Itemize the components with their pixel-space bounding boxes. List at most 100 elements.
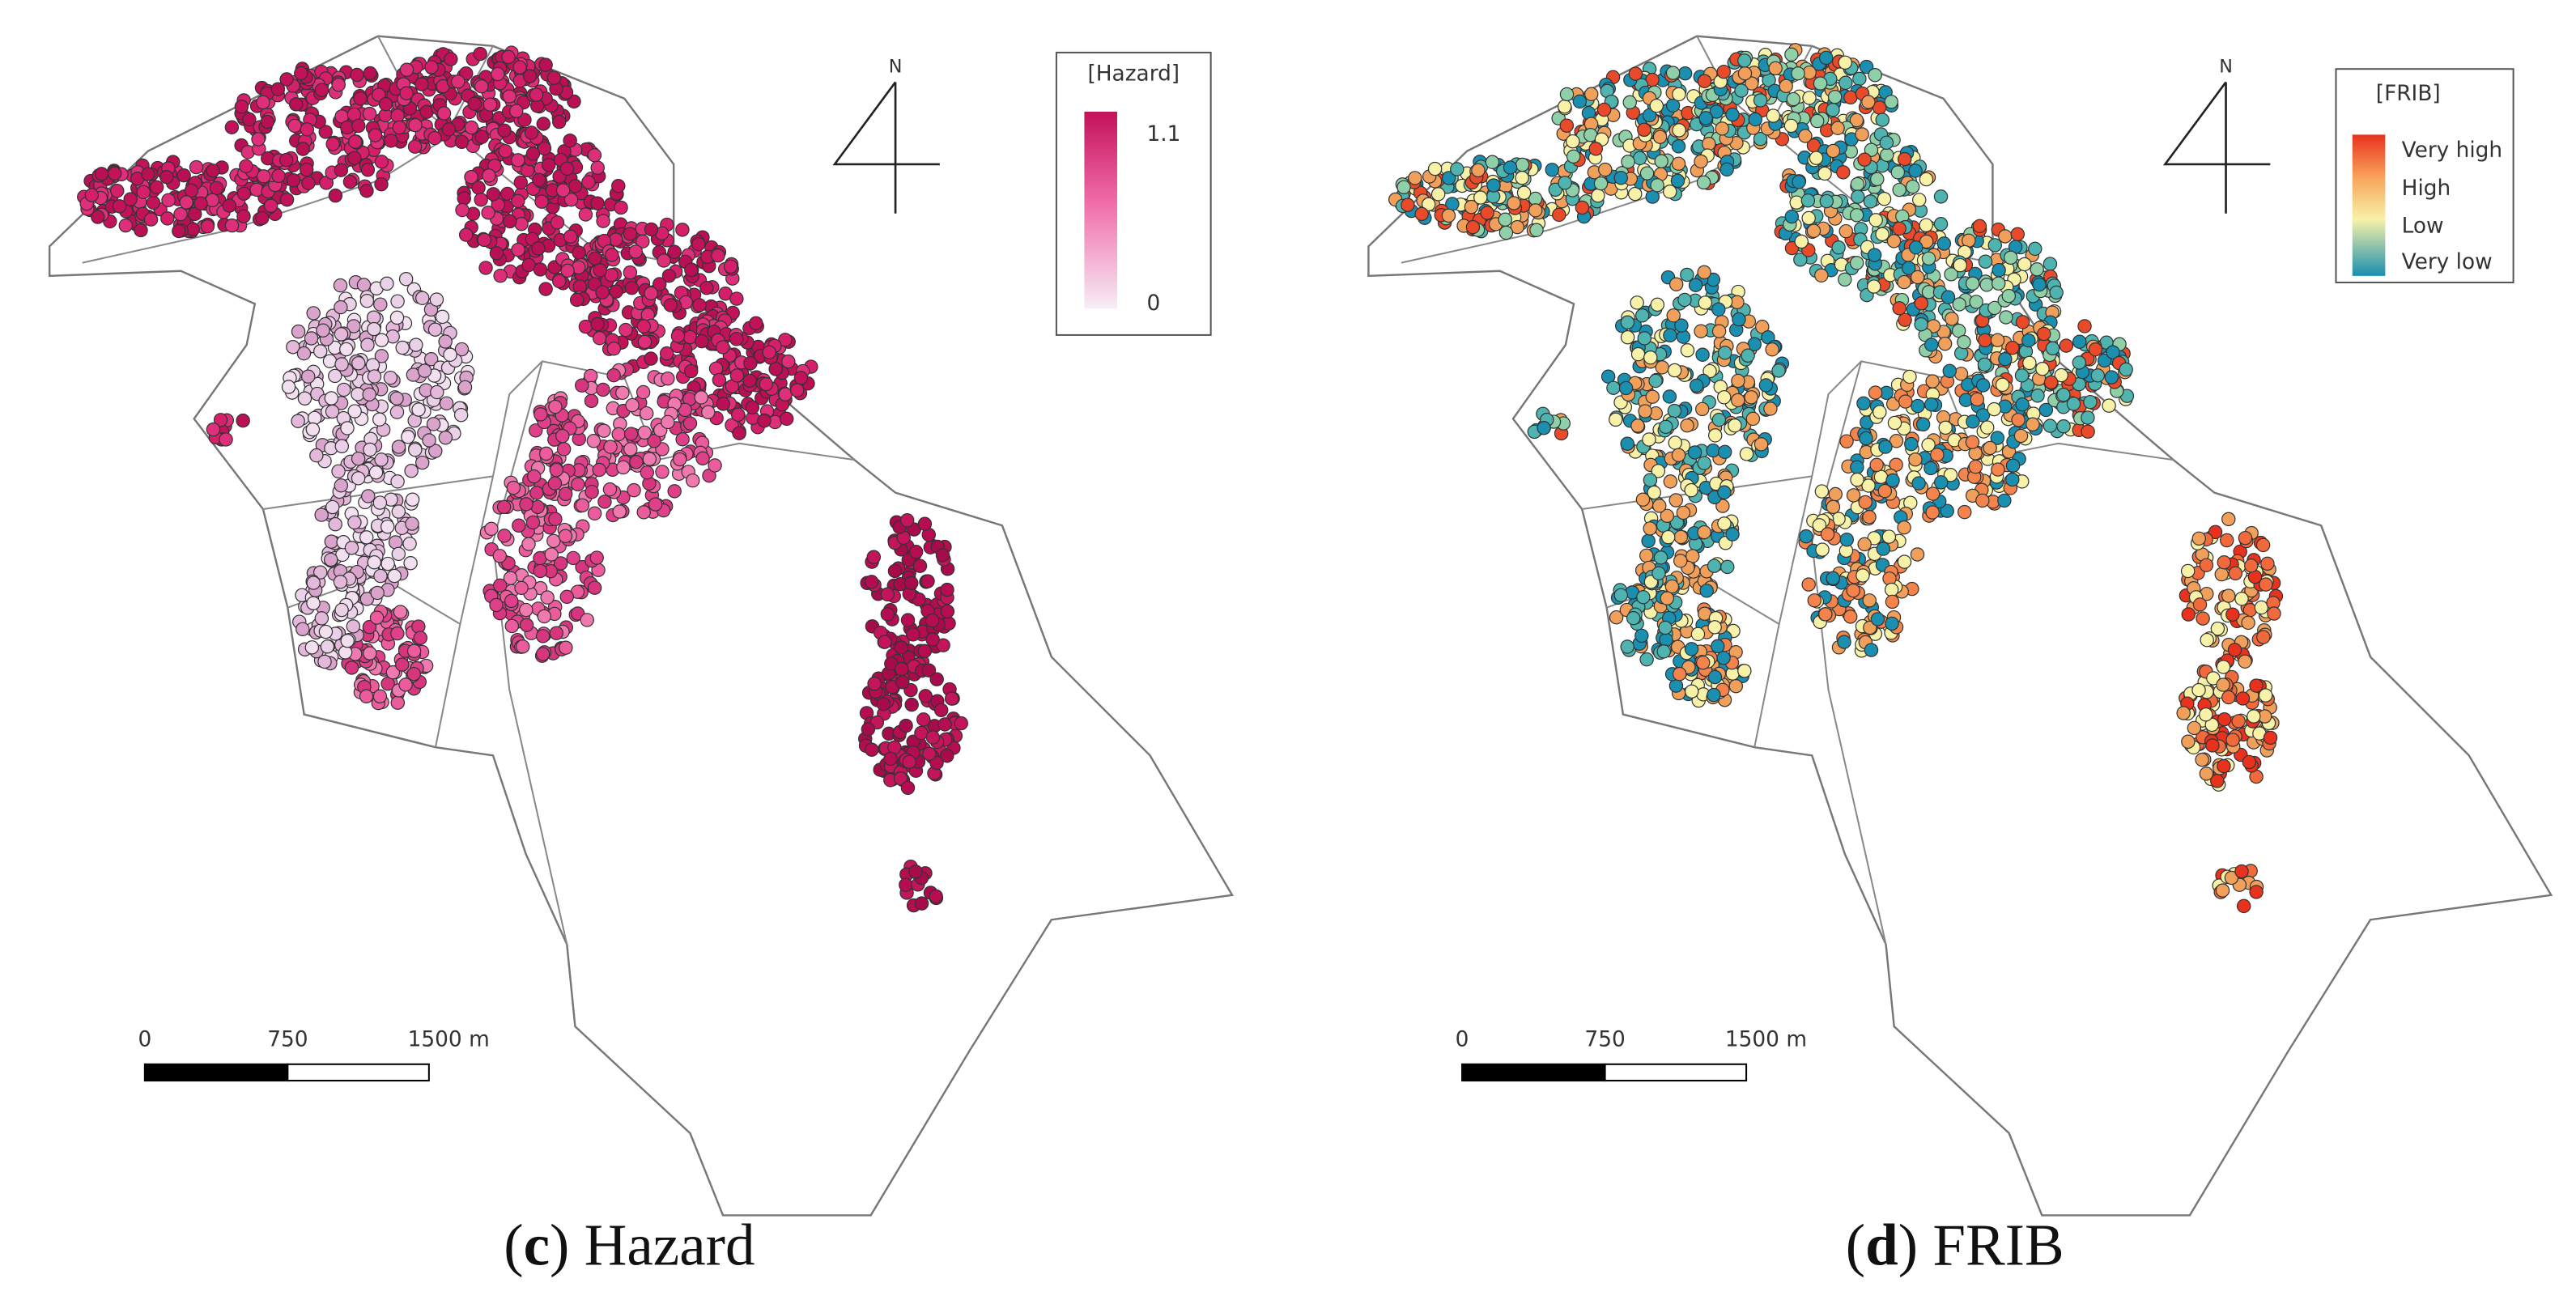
- point: [236, 413, 250, 428]
- point: [675, 223, 690, 237]
- point: [1559, 118, 1575, 133]
- point: [373, 568, 388, 584]
- point: [2043, 418, 2058, 433]
- point: [1814, 484, 1830, 499]
- point: [314, 508, 329, 522]
- point: [2205, 738, 2220, 753]
- point: [1628, 66, 1643, 81]
- point: [1958, 504, 1972, 520]
- point: [1649, 98, 1664, 113]
- point: [1639, 652, 1654, 667]
- point: [922, 746, 937, 762]
- point: [1810, 113, 1825, 129]
- scale-label: 750: [267, 1027, 308, 1051]
- point: [1627, 186, 1643, 202]
- point: [663, 298, 678, 312]
- point: [1584, 87, 1599, 101]
- point: [1671, 156, 1686, 172]
- point: [1680, 343, 1695, 358]
- point: [1945, 312, 1959, 326]
- caption-part: ) FRIB: [1898, 1212, 2064, 1277]
- point: [328, 188, 343, 203]
- point: [504, 593, 519, 609]
- point: [1671, 448, 1686, 462]
- point: [1656, 644, 1671, 659]
- point: [1979, 278, 1994, 292]
- point: [1684, 684, 1699, 699]
- point: [457, 380, 473, 395]
- point: [1660, 591, 1675, 605]
- point: [279, 152, 294, 168]
- point: [878, 635, 892, 649]
- point: [2225, 733, 2240, 747]
- point: [682, 416, 698, 431]
- point: [2180, 563, 2196, 579]
- point: [1784, 47, 1799, 62]
- point: [2004, 250, 2018, 265]
- point: [529, 423, 543, 438]
- point: [670, 329, 686, 343]
- point: [478, 261, 493, 275]
- point: [1953, 367, 1969, 381]
- point: [1450, 162, 1464, 176]
- point: [1936, 236, 1952, 251]
- point: [1768, 61, 1783, 76]
- caption-part: (: [504, 1212, 523, 1277]
- point: [1872, 405, 1887, 419]
- point: [611, 178, 626, 193]
- point: [363, 66, 377, 81]
- point: [1572, 94, 1588, 109]
- point: [2256, 630, 2271, 644]
- point: [2081, 410, 2095, 425]
- point: [904, 576, 919, 591]
- point: [1537, 421, 1551, 435]
- point: [1620, 315, 1635, 330]
- point: [1858, 495, 1872, 510]
- point: [729, 332, 744, 346]
- point: [625, 397, 640, 413]
- point: [1725, 107, 1740, 122]
- point: [694, 390, 708, 405]
- point: [1843, 90, 1858, 105]
- point: [639, 406, 654, 421]
- point: [1698, 295, 1713, 310]
- point: [281, 380, 296, 394]
- point: [338, 645, 353, 660]
- point: [1914, 316, 1928, 332]
- point: [575, 498, 590, 513]
- point: [295, 142, 310, 156]
- point: [1977, 357, 1992, 372]
- point: [902, 754, 916, 769]
- point: [222, 198, 237, 213]
- point: [372, 495, 388, 510]
- point: [1697, 74, 1712, 88]
- point: [2199, 558, 2214, 572]
- point: [2234, 592, 2249, 606]
- point: [1933, 189, 1949, 204]
- point: [1819, 193, 1834, 209]
- point: [279, 192, 295, 207]
- point: [512, 60, 527, 74]
- point: [1694, 401, 1710, 417]
- point: [1881, 529, 1897, 544]
- scale-label: 750: [1584, 1027, 1625, 1051]
- point: [512, 518, 526, 533]
- point: [473, 46, 487, 62]
- point: [581, 175, 596, 189]
- point: [1665, 66, 1681, 80]
- point: [1968, 459, 1983, 474]
- point: [2215, 883, 2230, 898]
- point: [486, 187, 501, 202]
- point: [501, 49, 516, 65]
- point: [1801, 210, 1816, 226]
- point: [1868, 385, 1883, 400]
- point: [695, 451, 710, 466]
- point: [629, 455, 644, 469]
- point: [1672, 123, 1686, 138]
- point: [2191, 682, 2206, 698]
- point: [606, 367, 621, 383]
- point: [2181, 607, 2196, 622]
- point: [2028, 241, 2043, 257]
- point: [1992, 263, 2006, 278]
- point: [535, 647, 550, 661]
